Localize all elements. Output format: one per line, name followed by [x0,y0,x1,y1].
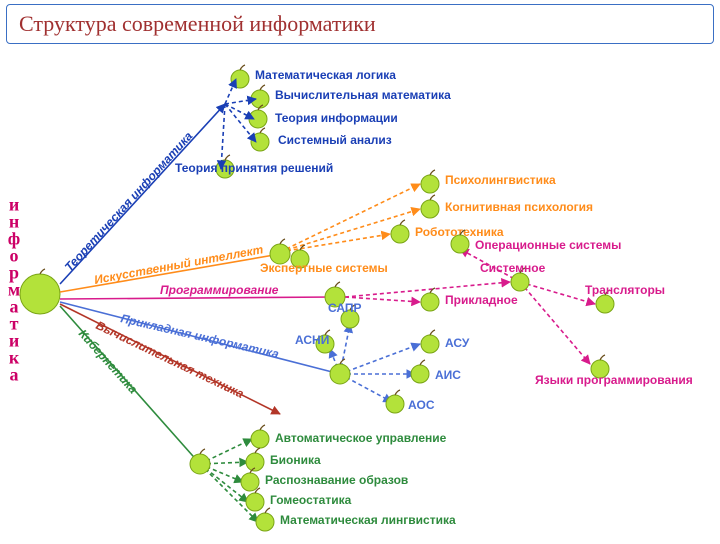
svg-text:Вычислительная математика: Вычислительная математика [275,88,451,102]
svg-text:Искусственный интеллект: Искусственный интеллект [93,242,265,287]
svg-text:а: а [10,365,19,385]
svg-text:Автоматическое управление: Автоматическое управление [275,431,447,445]
informatics-tree-diagram: информатикаТеоретическая информатикаМате… [0,44,720,544]
svg-text:АСУ: АСУ [445,336,470,350]
svg-text:Системное: Системное [480,261,546,275]
svg-text:Теория принятия решений: Теория принятия решений [175,161,333,175]
svg-text:Когнитивная психология: Когнитивная психология [445,200,593,214]
svg-text:Операционные системы: Операционные системы [475,238,621,252]
svg-text:АОС: АОС [408,398,435,412]
svg-text:САПР: САПР [328,301,362,315]
svg-text:Математическая лингвистика: Математическая лингвистика [280,513,456,527]
svg-text:Гомеостатика: Гомеостатика [270,493,352,507]
page-title: Структура современной информатики [19,11,376,36]
svg-text:Программирование: Программирование [160,283,279,297]
svg-text:АИС: АИС [435,368,461,382]
svg-text:Психолингвистика: Психолингвистика [445,173,556,187]
svg-text:Прикладное: Прикладное [445,293,518,307]
title-container: Структура современной информатики [6,4,714,44]
svg-text:Языки программирования: Языки программирования [535,373,693,387]
svg-text:Математическая логика: Математическая логика [255,68,396,82]
svg-text:Теория информации: Теория информации [275,111,398,125]
svg-text:Распознавание образов: Распознавание образов [265,473,408,487]
svg-text:Системный анализ: Системный анализ [278,133,392,147]
svg-text:Бионика: Бионика [270,453,321,467]
svg-text:Трансляторы: Трансляторы [585,283,665,297]
svg-text:АСНИ: АСНИ [295,333,329,347]
svg-text:Теоретическая информатика: Теоретическая информатика [62,129,196,274]
